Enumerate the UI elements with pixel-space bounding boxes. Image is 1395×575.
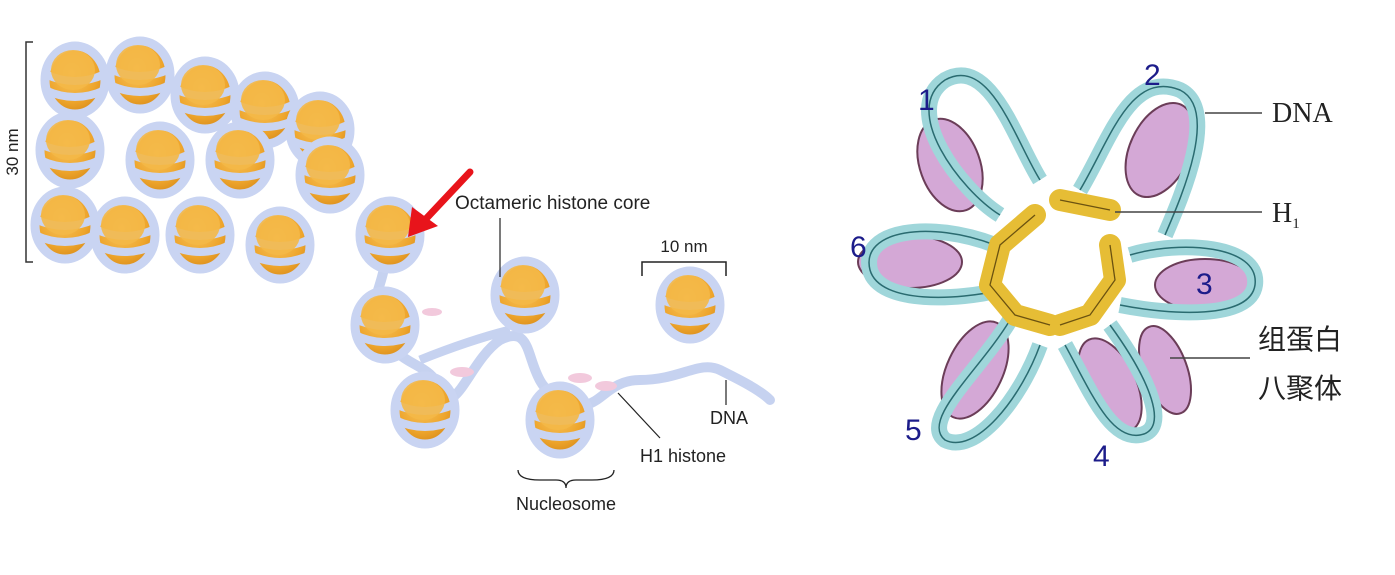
red-arrow-pointer — [408, 168, 474, 237]
scale-30nm-label: 30 nm — [3, 128, 22, 175]
number-2: 2 — [1144, 59, 1161, 92]
number-3: 3 — [1196, 268, 1213, 301]
chromatin-fiber-diagram: 30 nm — [3, 41, 775, 514]
number-1: 1 — [918, 84, 935, 117]
number-6: 6 — [850, 231, 867, 264]
number-4: 4 — [1093, 440, 1110, 473]
nucleosome-topview-diagram: DNA H1 组蛋白 八聚体 1 2 3 4 5 6 — [850, 59, 1342, 473]
octameric-core-label: Octameric histone core — [455, 193, 650, 214]
h1-linker-marks — [422, 308, 617, 391]
h1-histone-label: H1 histone — [640, 446, 726, 466]
dna-label-left: DNA — [710, 408, 748, 428]
nucleosome-label: Nucleosome — [516, 494, 616, 514]
h1-label-right: H1 — [1272, 198, 1300, 232]
octamer-label-line2: 八聚体 — [1258, 373, 1342, 405]
octamer-label-line1: 组蛋白 — [1258, 324, 1342, 356]
solenoid-fiber — [35, 41, 360, 279]
scale-10nm-label: 10 nm — [660, 237, 707, 256]
scale-bracket-30nm: 30 nm — [3, 41, 33, 263]
dna-label-right: DNA — [1272, 98, 1333, 129]
scale-bracket-10nm: 10 nm — [641, 237, 727, 276]
number-5: 5 — [905, 414, 922, 447]
